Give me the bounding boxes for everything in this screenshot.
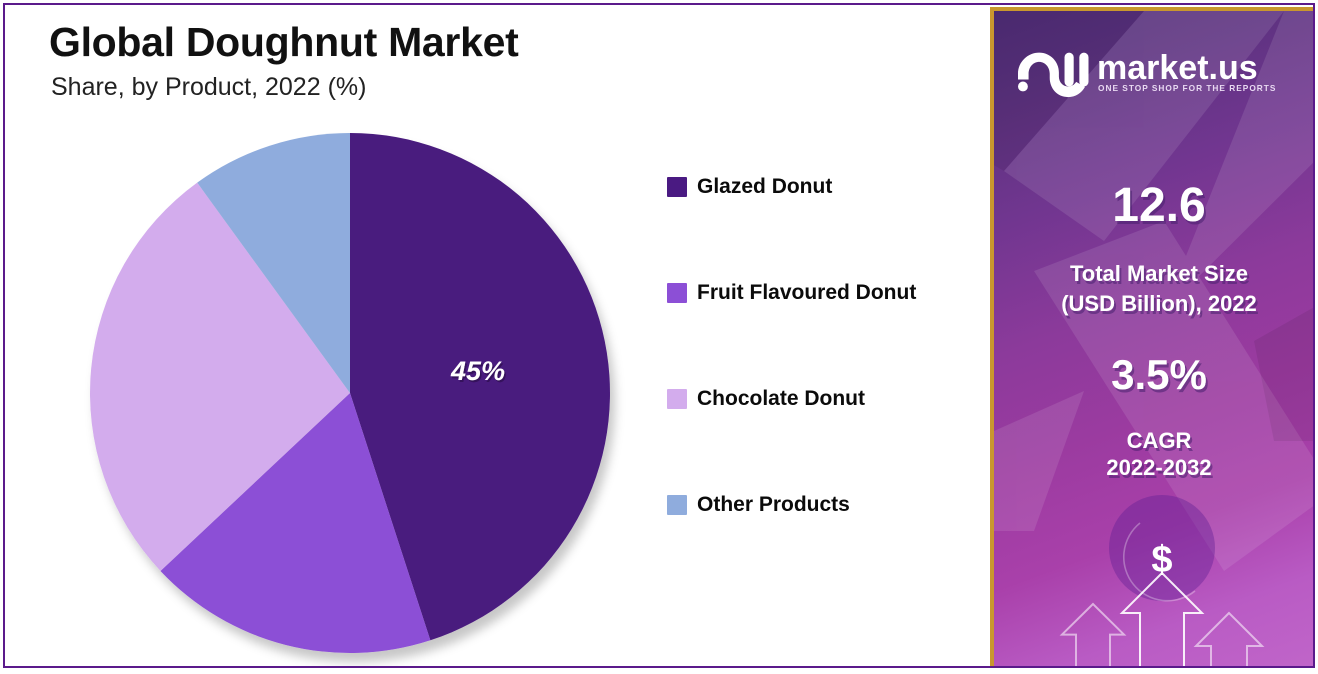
svg-text:$: $ — [1151, 539, 1172, 581]
svg-text:3.5%: 3.5% — [1111, 351, 1207, 398]
svg-text:market.us: market.us — [1097, 49, 1258, 87]
svg-text:45%: 45% — [450, 356, 505, 386]
svg-text:(USD Billion), 2022: (USD Billion), 2022 — [1061, 291, 1257, 316]
svg-text:ONE STOP SHOP FOR THE REPORTS: ONE STOP SHOP FOR THE REPORTS — [1098, 83, 1276, 93]
svg-text:Total Market Size: Total Market Size — [1070, 261, 1248, 286]
svg-text:2022-2032: 2022-2032 — [1106, 455, 1211, 480]
svg-text:CAGR: CAGR — [1127, 428, 1192, 453]
svg-text:12.6: 12.6 — [1112, 179, 1205, 232]
